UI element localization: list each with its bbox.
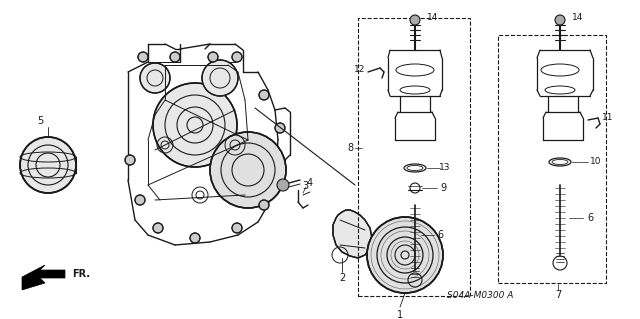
- Circle shape: [232, 52, 242, 62]
- Text: 13: 13: [439, 164, 451, 173]
- Text: 6: 6: [437, 230, 443, 240]
- Text: 9: 9: [440, 183, 446, 193]
- Circle shape: [153, 223, 163, 233]
- Text: 3: 3: [302, 181, 308, 191]
- Circle shape: [210, 132, 286, 208]
- Circle shape: [153, 83, 237, 167]
- Text: 7: 7: [555, 290, 561, 300]
- Circle shape: [190, 233, 200, 243]
- Circle shape: [232, 223, 242, 233]
- Text: FR.: FR.: [72, 269, 90, 279]
- Text: S04A-M0300 A: S04A-M0300 A: [447, 291, 513, 300]
- Text: 12: 12: [355, 65, 365, 75]
- Circle shape: [277, 179, 289, 191]
- Circle shape: [367, 217, 443, 293]
- Text: 14: 14: [428, 13, 438, 23]
- Text: 2: 2: [339, 273, 345, 283]
- Text: 1: 1: [397, 310, 403, 319]
- Circle shape: [555, 15, 565, 25]
- Circle shape: [275, 123, 285, 133]
- Text: 8: 8: [347, 143, 353, 153]
- Text: 5: 5: [37, 116, 43, 126]
- Text: 6: 6: [587, 213, 593, 223]
- Circle shape: [20, 137, 76, 193]
- Circle shape: [138, 52, 148, 62]
- Circle shape: [410, 15, 420, 25]
- Bar: [498, 35, 606, 283]
- Circle shape: [170, 52, 180, 62]
- Circle shape: [259, 90, 269, 100]
- Text: 11: 11: [602, 114, 614, 122]
- Text: 10: 10: [590, 158, 602, 167]
- Circle shape: [259, 200, 269, 210]
- Polygon shape: [22, 265, 65, 290]
- Text: 4: 4: [307, 178, 313, 188]
- Circle shape: [125, 155, 135, 165]
- Circle shape: [135, 195, 145, 205]
- Circle shape: [202, 60, 238, 96]
- Polygon shape: [333, 210, 372, 258]
- Circle shape: [140, 63, 170, 93]
- Text: 14: 14: [572, 13, 584, 23]
- Bar: [358, 18, 470, 296]
- Circle shape: [208, 52, 218, 62]
